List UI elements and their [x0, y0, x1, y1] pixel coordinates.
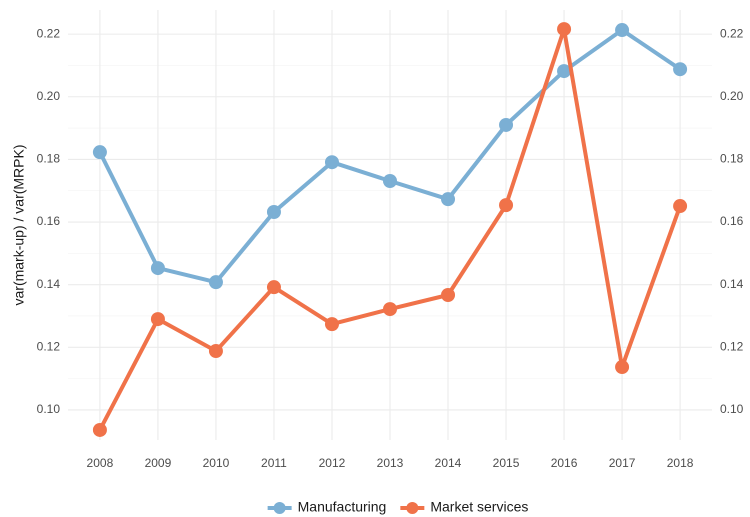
y2-tick-label: 0.12 [720, 339, 744, 353]
y2-tick-label: 0.10 [720, 402, 744, 416]
x-tick-label: 2011 [261, 456, 287, 470]
y-tick-label: 0.18 [37, 152, 61, 166]
y-tick-label: 0.16 [37, 214, 61, 228]
data-point [441, 287, 456, 302]
x-tick-label: 2012 [319, 456, 346, 470]
data-point [499, 117, 514, 132]
y2-tick-label: 0.20 [720, 89, 744, 103]
y-tick-label: 0.12 [37, 339, 61, 353]
data-point [208, 275, 223, 290]
data-point [92, 145, 107, 160]
data-point [441, 192, 456, 207]
y2-tick-label: 0.16 [720, 214, 744, 228]
legend-point [406, 502, 419, 514]
data-point [150, 312, 165, 327]
data-point [92, 422, 107, 437]
data-point [615, 23, 630, 38]
y2-tick-label: 0.18 [720, 152, 744, 166]
data-point [324, 155, 339, 170]
x-tick-label: 2010 [203, 456, 230, 470]
y-tick-label: 0.14 [37, 277, 61, 291]
data-point [208, 344, 223, 359]
x-tick-label: 2018 [667, 456, 694, 470]
x-tick-label: 2016 [551, 456, 578, 470]
legend-label: Manufacturing [298, 499, 387, 515]
data-point [615, 360, 630, 375]
x-tick-label: 2008 [87, 456, 114, 470]
data-point [383, 173, 397, 188]
data-point [557, 64, 572, 79]
x-tick-label: 2015 [493, 456, 520, 470]
legend-label: Market services [430, 499, 528, 515]
legend: Manufacturing Market services [267, 499, 528, 515]
x-tick-label: 2017 [609, 456, 636, 470]
data-point [324, 317, 339, 332]
data-point [266, 280, 281, 295]
x-tick-label: 2014 [435, 456, 462, 470]
y-tick-label: 0.20 [37, 89, 61, 103]
y2-tick-label: 0.14 [720, 277, 744, 291]
y-tick-label: 0.22 [37, 26, 61, 40]
data-point [673, 62, 688, 77]
legend-point [273, 502, 286, 514]
y-axis-title: var(mark-up) / var(MRPK) [11, 144, 27, 305]
data-point [557, 22, 572, 37]
data-point [499, 198, 514, 213]
x-tick-label: 2013 [377, 456, 404, 470]
y2-tick-label: 0.22 [720, 26, 744, 40]
data-point [150, 261, 165, 276]
x-tick-label: 2009 [145, 456, 172, 470]
y-tick-label: 0.10 [37, 402, 61, 416]
data-point [673, 199, 688, 214]
data-point [266, 205, 281, 220]
data-point [383, 302, 397, 317]
